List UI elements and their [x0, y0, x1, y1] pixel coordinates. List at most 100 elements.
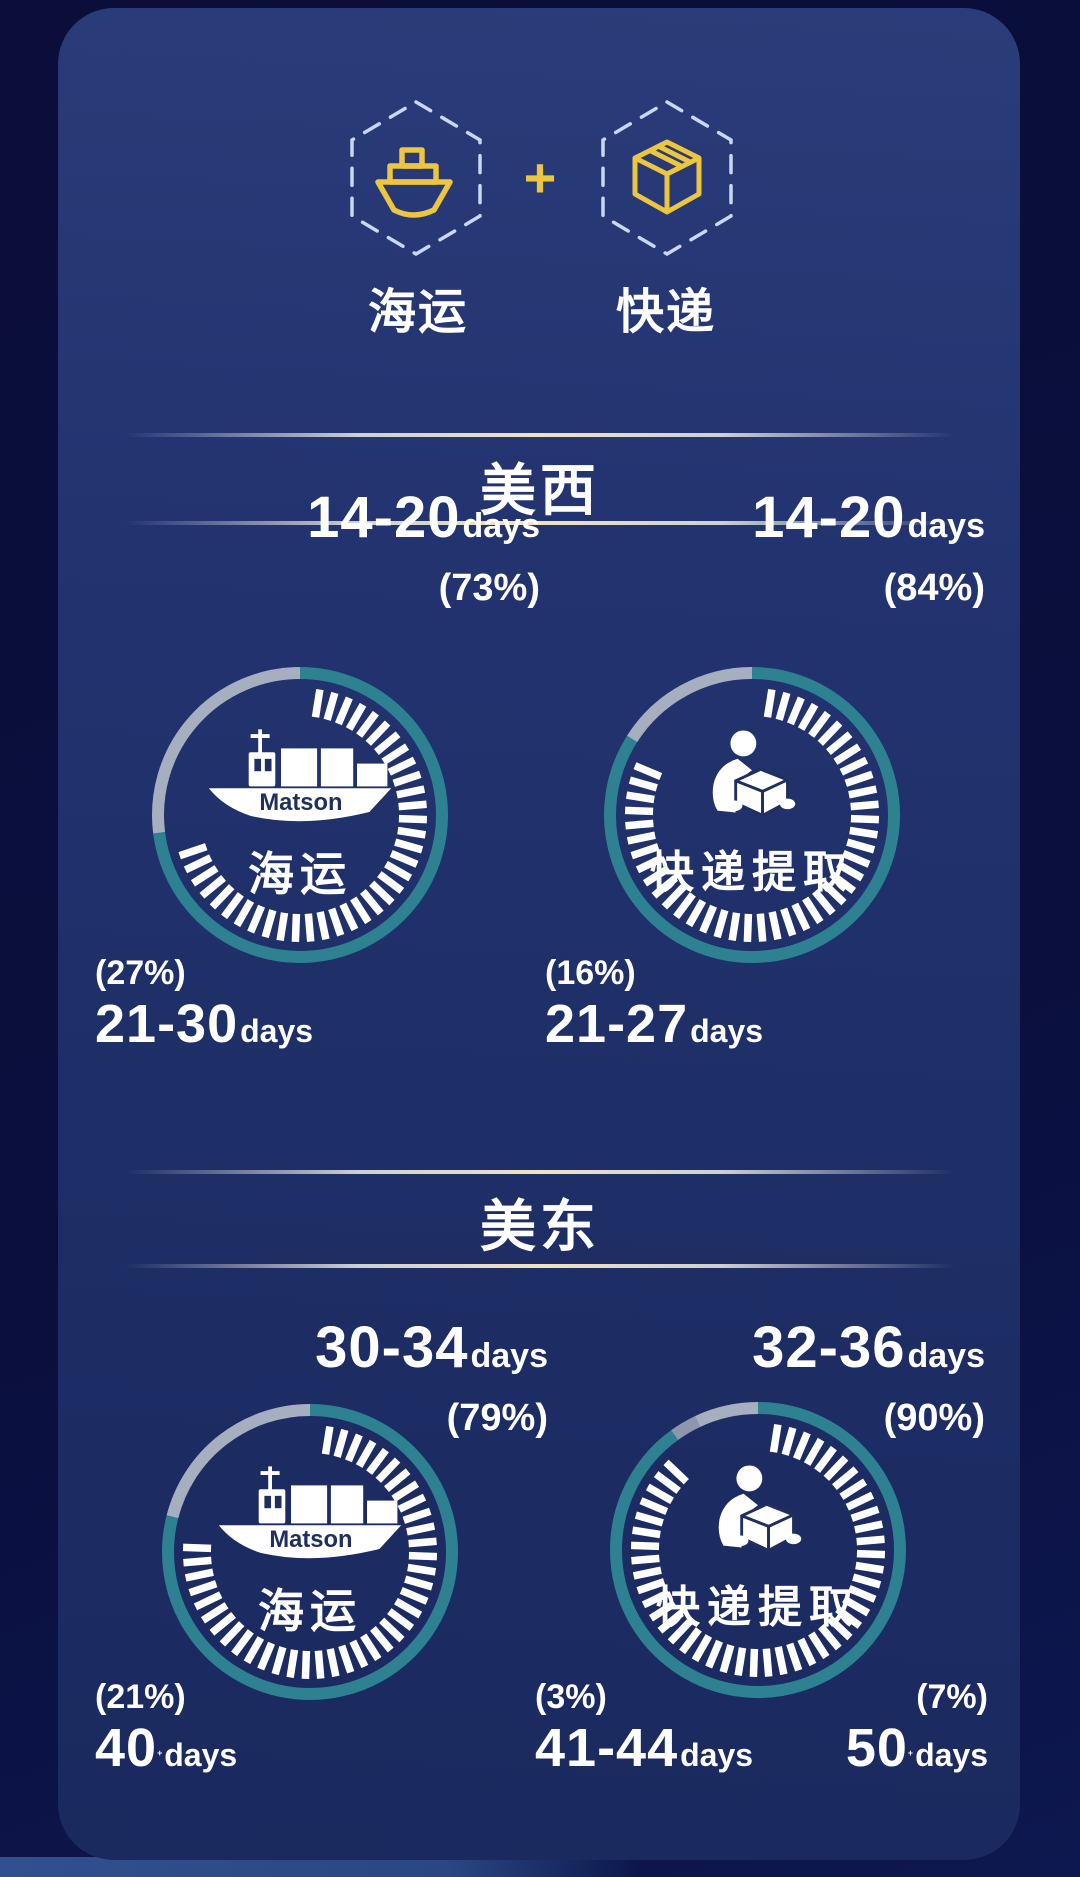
donut-tick: [301, 1650, 311, 1680]
donut-tick: [350, 896, 372, 925]
donut-tick: [846, 838, 876, 854]
donut-segment-2: [694, 1402, 759, 1427]
donut-tick: [734, 1647, 747, 1677]
ship-hull: [208, 788, 392, 822]
donut-tick: [193, 1591, 223, 1611]
donut-tick: [394, 838, 424, 854]
donut-segment-1: [152, 667, 301, 834]
donut-tick: [786, 1642, 803, 1672]
donut-tick: [691, 1634, 713, 1663]
percentage-label: (21%): [95, 1678, 186, 1716]
donut-tick: [628, 776, 658, 792]
donut-tick: [402, 1507, 432, 1524]
donut-tick: [769, 1423, 782, 1453]
donut-tick: [651, 875, 678, 899]
donut-tick: [719, 1644, 735, 1674]
percentage-label: (90%): [883, 1397, 985, 1439]
donut-tick: [209, 884, 235, 910]
donut-tick: [326, 1648, 340, 1678]
donut-tick: [396, 785, 426, 799]
duration-label-secondary: (16%) 21-27days: [545, 954, 764, 1054]
donut-segment-0: [604, 667, 900, 963]
section-title-us-west: 美西: [480, 459, 600, 522]
donut-tick: [304, 913, 315, 942]
divider-line: [125, 1264, 955, 1268]
donut-tick: [321, 1425, 334, 1455]
hexagon-dashed-border: [350, 99, 482, 257]
donut-tick: [792, 1431, 811, 1461]
donut-tick: [404, 1575, 434, 1591]
percentage-label: (27%): [95, 954, 186, 992]
donut-tick: [636, 1578, 666, 1595]
donut-tick: [338, 1644, 355, 1674]
donut-tick: [812, 889, 836, 916]
donut-tick: [768, 911, 782, 941]
duration-label-primary: 14-20days (73%): [240, 488, 540, 610]
plus-icon: +: [523, 146, 557, 209]
donut-tick: [657, 1610, 684, 1634]
header-label-sea-freight: 海运: [367, 286, 468, 339]
chart-center-label: 海运: [248, 848, 352, 900]
donut-chart-us-west-express: [604, 667, 900, 963]
donut-tick: [797, 1637, 817, 1667]
donut-tick: [854, 1520, 884, 1534]
donut-tick: [756, 913, 767, 942]
donut-tick: [365, 720, 391, 746]
donut-tick: [344, 1433, 363, 1463]
donut-tick: [182, 1543, 212, 1553]
duration-label-secondary: (27%) 21-30days: [95, 954, 314, 1054]
donut-tick: [345, 702, 367, 731]
donut-tick: [852, 1573, 882, 1589]
bottom-wave-decoration: [0, 1857, 640, 1877]
donut-tick: [286, 1649, 299, 1679]
donut-tick: [786, 696, 805, 726]
donut-tick: [408, 1551, 438, 1561]
matson-brand-text: Matson: [259, 789, 342, 816]
donut-tick: [630, 843, 660, 860]
donut-tick: [827, 1615, 853, 1641]
donut-tick: [856, 1549, 886, 1559]
donut-tick: [705, 1639, 724, 1669]
donut-tick: [845, 1491, 875, 1511]
donut-tick: [311, 688, 324, 718]
donut-tick: [839, 1478, 868, 1500]
donut-tick: [247, 904, 266, 934]
donut-tick: [635, 854, 665, 874]
duration-label-primary: 14-20days (84%): [685, 488, 985, 610]
donut-tick: [188, 1580, 218, 1597]
donut-tick: [713, 909, 729, 939]
donut-tick: [641, 1589, 671, 1609]
donut-tick: [850, 800, 879, 811]
donut-tick: [791, 902, 811, 932]
percentage-label: (3%): [535, 1678, 607, 1716]
donut-tick: [389, 849, 419, 868]
hexagon-dashed-border: [601, 99, 733, 257]
donut-tick: [639, 1497, 669, 1516]
donut-tick: [316, 911, 330, 941]
donut-tick: [369, 880, 395, 906]
ship-icon: [375, 147, 453, 218]
donut-tick: [835, 1606, 863, 1629]
donut-tick: [384, 860, 413, 882]
section-title-us-east: 美东: [480, 1195, 600, 1258]
courier-person-box-icon: [712, 730, 796, 817]
donut-tick: [625, 791, 655, 804]
donut-tick: [384, 1468, 411, 1492]
donut-tick: [398, 800, 427, 811]
donut-tick: [803, 1437, 825, 1466]
donut-tick: [356, 710, 379, 738]
donut-tick: [743, 913, 753, 943]
donut-tick: [178, 843, 208, 860]
donut-tick: [821, 880, 847, 906]
percentage-label: (7%): [916, 1678, 988, 1716]
donut-tick: [370, 1626, 394, 1653]
donut-tick: [749, 1648, 759, 1678]
donut-chart-us-west-ocean: [152, 667, 448, 963]
donut-tick: [780, 907, 797, 937]
donut-tick: [653, 1471, 681, 1494]
matson-ship-logo: Matson: [218, 1466, 402, 1559]
donut-tick: [360, 1633, 382, 1662]
donut-tick: [334, 696, 353, 726]
donut-tick: [366, 1447, 389, 1475]
